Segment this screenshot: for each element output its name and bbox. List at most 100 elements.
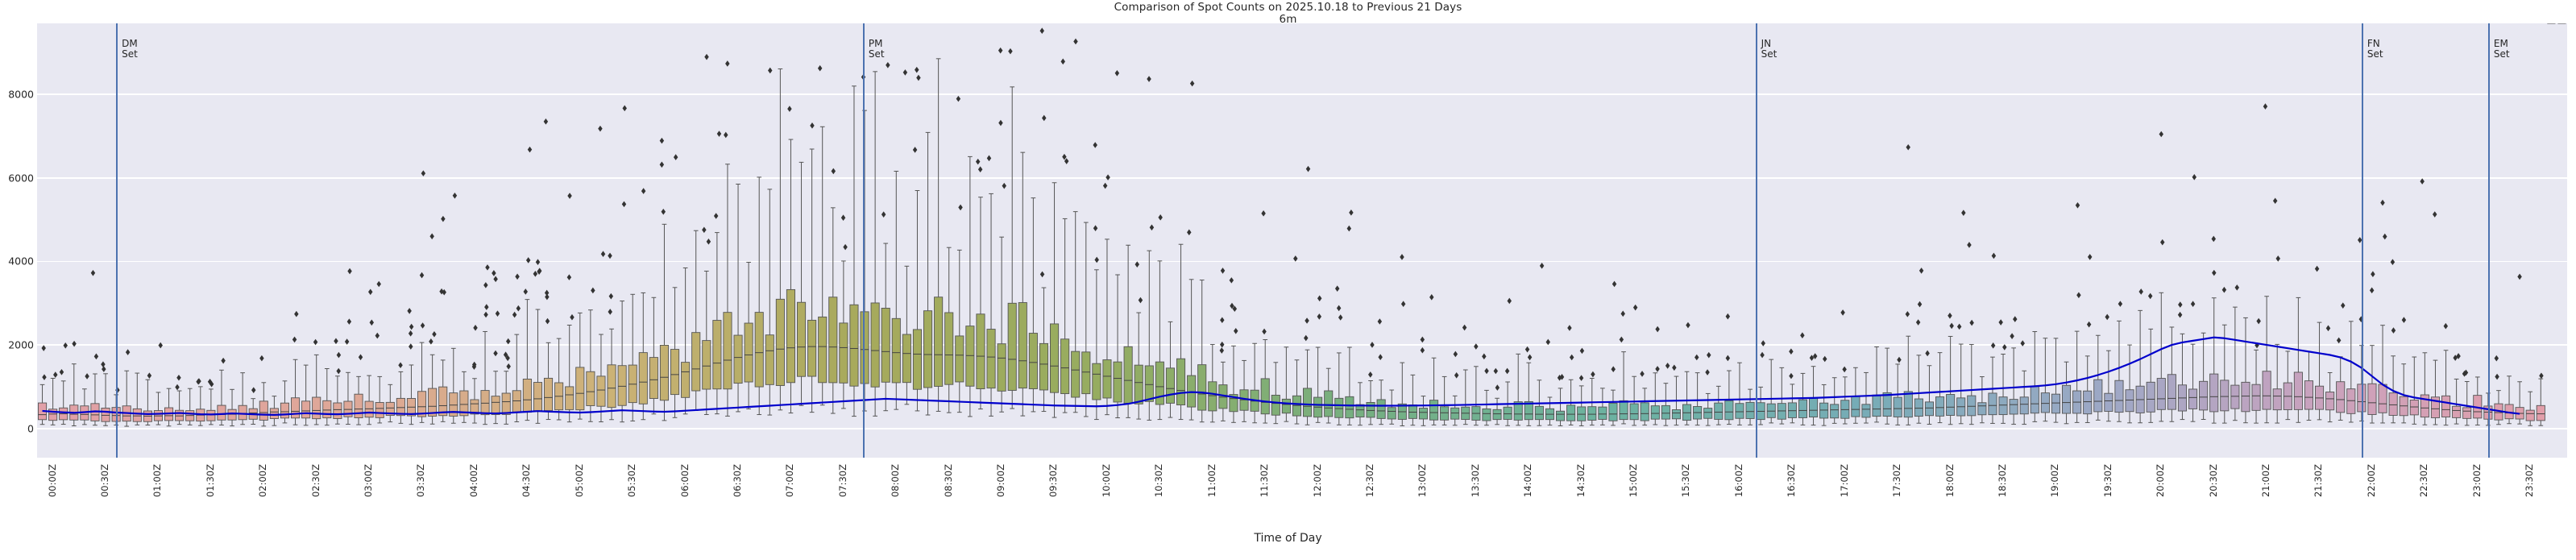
box-bin-72 (796, 161, 807, 406)
flier-point (1998, 319, 2003, 326)
x-tick-1030: 10:30Z (1153, 464, 1165, 498)
x-tick-1300: 13:00Z (1417, 464, 1429, 498)
flier-point (2443, 322, 2449, 330)
box-bin-80 (881, 243, 890, 412)
box-bin-225 (2409, 356, 2419, 425)
box-bin-168 (1808, 366, 1819, 426)
flier-point (621, 201, 627, 208)
gridline-4000 (37, 260, 2567, 263)
flier-point (523, 288, 529, 295)
flier-point (347, 268, 352, 275)
box-bin-86 (944, 247, 954, 413)
chart-title-main: Comparison of Spot Counts on 2025.10.18 … (1114, 1, 1462, 14)
box-bin-163 (1756, 386, 1765, 425)
flier-point (2517, 273, 2522, 280)
flier-point (483, 282, 488, 288)
x-tick-1330: 13:30Z (1469, 464, 1481, 498)
x-tick-1430: 14:30Z (1574, 464, 1587, 498)
x-tick-1400: 14:00Z (1522, 464, 1534, 498)
flier-point (1400, 301, 1406, 308)
annotation-label-jn: JN Set (1761, 38, 1777, 60)
box-bin-67 (744, 262, 753, 409)
x-tick-0330: 03:30Z (415, 464, 427, 498)
box-bin-42 (480, 330, 490, 425)
flier-point (2420, 178, 2425, 185)
flier-point (1484, 367, 1489, 375)
flier-point (1149, 224, 1155, 231)
box-bin-202 (2167, 326, 2176, 422)
box-bin-223 (2388, 355, 2398, 424)
flier-point (1346, 225, 1352, 232)
flier-point (886, 62, 890, 68)
box-bin-28 (333, 375, 342, 425)
flier-point (421, 170, 426, 176)
flier-point (1093, 142, 1097, 148)
flier-point (101, 361, 106, 367)
flier-point (1906, 143, 1910, 151)
flier-point (147, 372, 152, 379)
flier-point (2211, 235, 2217, 243)
box-bin-62 (691, 230, 701, 412)
x-tick-0300: 03:00Z (363, 464, 375, 498)
x-tick-2000: 20:00Z (2155, 464, 2167, 498)
flier-point (673, 154, 678, 160)
box-bin-195 (2093, 334, 2103, 421)
flier-point (1545, 338, 1551, 346)
box-bin-207 (2220, 324, 2230, 424)
flier-point (495, 310, 500, 317)
flier-point (977, 166, 983, 173)
flier-point (1539, 263, 1545, 269)
box-bin-236 (2525, 391, 2535, 426)
box-bin-111 (1208, 344, 1217, 423)
flier-point (158, 342, 163, 349)
x-tick-0230: 02:30Z (309, 464, 321, 498)
flier-point (725, 60, 730, 67)
x-tick-2030: 20:30Z (2207, 464, 2219, 498)
flier-point (1187, 229, 1192, 236)
box-bin-230 (2462, 381, 2472, 426)
box-bin-78 (860, 110, 869, 412)
box-bin-35 (406, 364, 417, 425)
box-bin-20 (248, 398, 258, 425)
box-bin-112 (1218, 361, 1228, 421)
flier-point (407, 308, 412, 314)
box-bin-187 (2009, 347, 2018, 425)
box-bin-0 (37, 384, 48, 425)
box-bin-138 (1492, 397, 1502, 425)
box-bin-198 (2125, 344, 2134, 424)
box-bin-165 (1777, 367, 1786, 425)
box-bin-185 (1988, 356, 1997, 424)
flier-point (1695, 354, 1699, 361)
flier-point (1493, 367, 1499, 375)
box-bin-11 (153, 392, 164, 425)
flier-point (1138, 297, 1143, 304)
flier-point (1060, 58, 1065, 65)
box-bin-127 (1376, 380, 1386, 425)
flier-point (2177, 311, 2183, 318)
annotation-label-fn: FN Set (2367, 38, 2383, 60)
box-bin-143 (1545, 396, 1555, 426)
x-tick-2330: 23:30Z (2524, 464, 2536, 498)
annotation-line-dm (116, 23, 118, 458)
flier-point (1524, 346, 1530, 353)
box-bin-152 (1640, 388, 1649, 426)
box-bin-158 (1703, 392, 1713, 426)
flier-point (1990, 342, 1996, 349)
flier-point (294, 310, 299, 317)
flier-point (72, 340, 77, 347)
flier-point (1370, 342, 1375, 348)
box-bin-2 (59, 380, 68, 425)
box-bin-186 (1998, 353, 2008, 424)
flier-point (912, 147, 918, 153)
box-bin-9 (132, 372, 142, 425)
flier-point (484, 304, 489, 310)
flier-point (1897, 356, 1902, 363)
flier-point (600, 251, 606, 258)
box-bin-19 (238, 372, 247, 425)
box-bin-37 (428, 354, 438, 425)
gridline-8000 (37, 93, 2567, 95)
x-tick-0800: 08:00Z (890, 464, 902, 498)
box-bin-135 (1461, 369, 1471, 425)
chart-title: Comparison of Spot Counts on 2025.10.18 … (0, 2, 2576, 26)
box-bin-208 (2230, 306, 2240, 421)
